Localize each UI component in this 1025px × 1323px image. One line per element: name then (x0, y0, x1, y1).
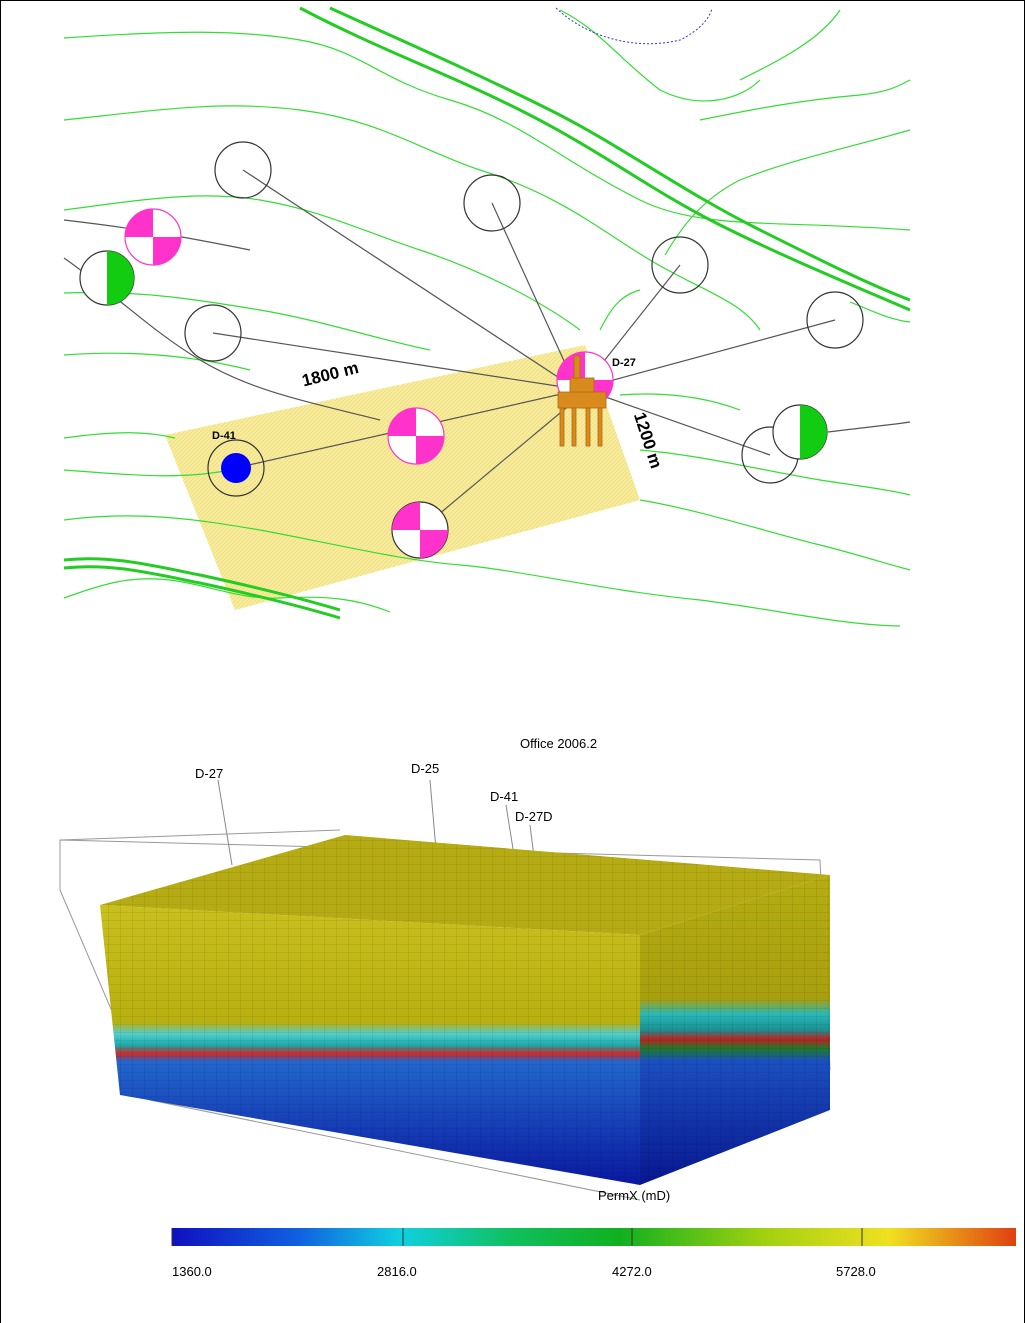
well-target-circles (184, 141, 864, 497)
colorbar (172, 1228, 1016, 1246)
platform-icon (557, 355, 607, 447)
model-well-label-d41: D-41 (490, 789, 519, 804)
colorbar-tick-label: 2816.0 (377, 1264, 417, 1279)
fault-lines (63, 6, 911, 620)
colorbar-tick-label: 4272.0 (612, 1264, 652, 1279)
well-location-map (63, 6, 911, 627)
well-label-d27: D-27 (612, 357, 636, 369)
well-label-d41: D-41 (212, 430, 236, 442)
lease-boundary (555, 7, 713, 45)
model-well-label-d27: D-27 (195, 766, 224, 781)
colorbar-ticks (171, 1228, 863, 1246)
well-symbol-green-west (79, 250, 135, 306)
well-symbol-center (387, 407, 445, 465)
well-symbol-nw (124, 208, 182, 266)
model-well-label-d25: D-25 (411, 761, 440, 776)
model-title: Office 2006.2 (520, 736, 598, 751)
reservoir-3d-model (59, 779, 1016, 1246)
property-label: PermX (mD) (598, 1188, 671, 1203)
colorbar-tick-label: 1360.0 (172, 1264, 212, 1279)
well-symbol-green-east (772, 404, 828, 460)
well-symbol-south (391, 501, 449, 559)
injector-well-d41 (221, 453, 251, 483)
mapped-area (165, 345, 640, 610)
model-well-label-d27d: D-27D (515, 809, 553, 824)
colorbar-tick-label: 5728.0 (836, 1264, 876, 1279)
